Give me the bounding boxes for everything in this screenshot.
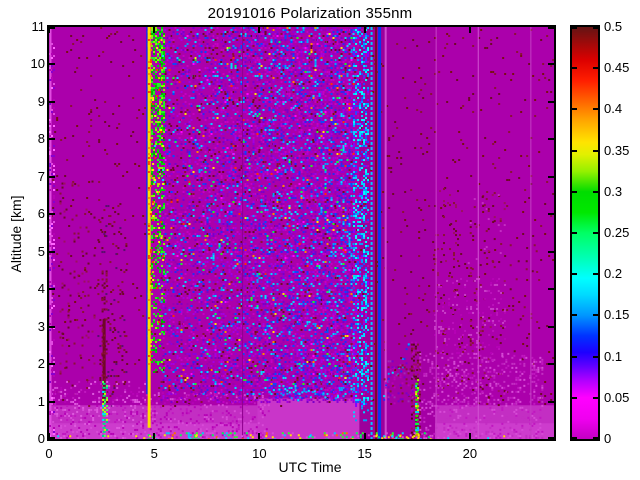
- colorbar-tick-mark: [572, 232, 577, 234]
- y-tick-label: 7: [37, 168, 45, 184]
- y-tick-mark: [49, 288, 55, 291]
- colorbar-tick-mark: [572, 149, 577, 152]
- y-tick-mark: [49, 325, 55, 328]
- colorbar-tick-mark: [593, 67, 598, 70]
- colorbar-tick-mark: [572, 108, 577, 111]
- y-tick-label: 8: [37, 131, 45, 147]
- colorbar-tick-mark: [593, 355, 598, 358]
- y-tick-label: 3: [37, 318, 45, 334]
- x-tick-mark: [363, 27, 366, 33]
- y-tick-mark: [49, 363, 55, 366]
- colorbar-tick-label: 0.15: [604, 307, 630, 323]
- x-tick-mark: [468, 27, 471, 33]
- y-tick-mark: [49, 213, 55, 216]
- colorbar-tick-label: 0.05: [604, 389, 630, 405]
- colorbar-tick-mark: [593, 108, 598, 111]
- y-tick-label: 0: [37, 431, 45, 446]
- x-tick-label: 0: [45, 446, 53, 461]
- colorbar-tick-mark: [572, 190, 577, 193]
- y-tick-mark: [49, 250, 55, 253]
- colorbar-tick-label: 0.1: [604, 348, 623, 364]
- x-axis-label: UTC Time: [278, 459, 342, 475]
- y-tick-label: 11: [31, 19, 46, 34]
- colorbar-tick-label: 0.45: [604, 60, 630, 76]
- colorbar-tick-mark: [593, 190, 598, 193]
- y-tick-mark: [548, 27, 554, 29]
- x-tick-mark: [153, 433, 156, 439]
- plot-area: [47, 25, 556, 441]
- y-tick-mark: [49, 100, 55, 103]
- x-tick-mark: [48, 433, 50, 439]
- x-tick-mark: [258, 27, 261, 33]
- y-tick-mark: [548, 100, 554, 103]
- colorbar-tick-mark: [572, 67, 577, 70]
- y-tick-mark: [548, 363, 554, 366]
- y-tick-mark: [49, 400, 55, 403]
- y-tick-mark: [548, 437, 554, 439]
- colorbar-tick-mark: [593, 396, 598, 399]
- y-tick-mark: [548, 213, 554, 216]
- y-tick-mark: [49, 175, 55, 178]
- x-tick-label: 15: [357, 446, 372, 461]
- y-tick-mark: [49, 138, 55, 141]
- colorbar-tick-mark: [572, 355, 577, 358]
- colorbar-tick-label: 0.5: [604, 19, 623, 34]
- y-tick-label: 5: [37, 243, 45, 259]
- colorbar-tick-label: 0.25: [604, 225, 630, 240]
- x-tick-label: 5: [150, 446, 158, 461]
- y-tick-mark: [49, 63, 55, 66]
- colorbar-tick-mark: [593, 314, 598, 317]
- x-tick-mark: [468, 433, 471, 439]
- heatmap-canvas: [49, 27, 554, 439]
- colorbar-tick-mark: [593, 437, 598, 439]
- y-tick-label: 9: [37, 93, 45, 109]
- y-tick-mark: [548, 63, 554, 66]
- colorbar-tick-mark: [593, 273, 598, 276]
- x-tick-mark: [48, 27, 50, 33]
- colorbar-tick-label: 0.35: [604, 142, 630, 158]
- colorbar-tick-mark: [572, 273, 577, 276]
- x-tick-label: 20: [462, 446, 478, 461]
- colorbar-tick-mark: [572, 396, 577, 399]
- colorbar-tick-mark: [572, 27, 577, 29]
- colorbar-tick-label: 0: [604, 431, 612, 446]
- colorbar: [570, 25, 600, 441]
- colorbar-tick-label: 0.4: [604, 101, 623, 117]
- colorbar-tick-mark: [572, 314, 577, 317]
- y-tick-mark: [548, 325, 554, 328]
- y-tick-label: 10: [30, 56, 45, 72]
- y-tick-mark: [49, 437, 55, 439]
- colorbar-tick-mark: [572, 437, 577, 439]
- y-tick-mark: [49, 27, 55, 29]
- x-tick-label: 10: [252, 446, 267, 461]
- y-tick-mark: [548, 175, 554, 178]
- y-tick-mark: [548, 250, 554, 253]
- y-tick-label: 4: [37, 281, 45, 297]
- colorbar-tick-label: 0.2: [604, 266, 623, 282]
- y-tick-mark: [548, 400, 554, 403]
- plot-title: 20191016 Polarization 355nm: [207, 5, 413, 22]
- y-tick-mark: [548, 288, 554, 291]
- y-tick-label: 1: [37, 393, 45, 409]
- colorbar-tick-label: 0.3: [604, 183, 623, 199]
- y-tick-label: 2: [37, 356, 45, 372]
- x-tick-mark: [258, 433, 261, 439]
- x-tick-mark: [153, 27, 156, 33]
- colorbar-tick-mark: [593, 232, 598, 234]
- colorbar-tick-mark: [593, 27, 598, 29]
- y-tick-label: 6: [37, 206, 45, 222]
- y-tick-mark: [548, 138, 554, 141]
- x-tick-mark: [363, 433, 366, 439]
- colorbar-tick-mark: [593, 149, 598, 152]
